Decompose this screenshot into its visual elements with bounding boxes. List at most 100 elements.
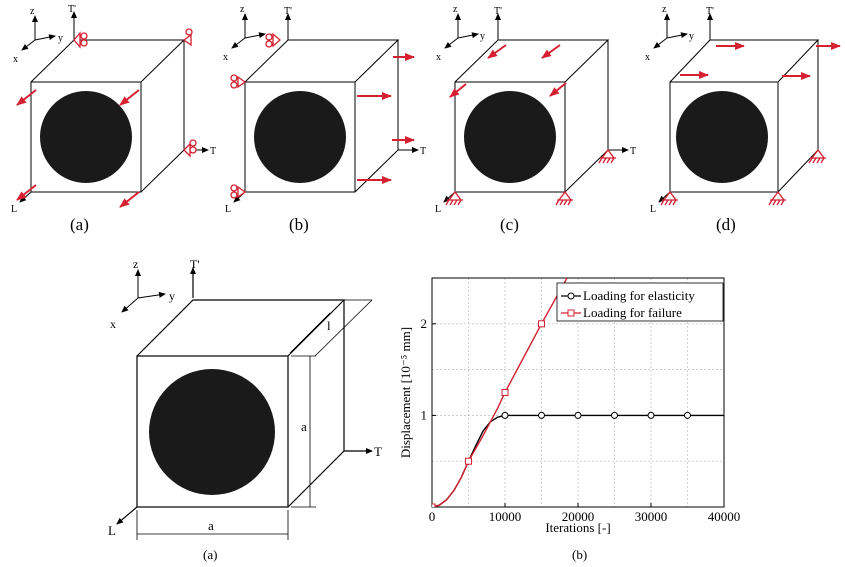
data-point <box>501 389 509 396</box>
pin-support-icon <box>445 148 616 206</box>
t-label: T <box>210 146 216 157</box>
roller-support-icon <box>73 28 197 158</box>
t-label: T <box>420 146 426 157</box>
y-label: y <box>58 33 63 44</box>
x-label: x <box>645 52 650 63</box>
fiber-circle <box>464 91 556 183</box>
displacement-chart: 0 10000 20000 30000 40000 12 Iterations [-] … <box>398 277 741 562</box>
y-label: y <box>480 31 485 42</box>
data-point <box>501 411 509 419</box>
dimension-a-side: a <box>301 419 307 434</box>
y-axis <box>457 32 479 39</box>
legend-label-failure: Loading for failure <box>583 305 682 320</box>
geometry-panel: z y x T' T L a a l (a) <box>108 257 382 562</box>
subfigure-caption: (b) <box>572 547 587 562</box>
tp-label: T' <box>190 257 200 271</box>
y-axis <box>137 291 166 299</box>
load-arrows <box>16 89 140 208</box>
fiber-circle <box>40 91 132 183</box>
y-tick-label: 2 <box>421 316 428 331</box>
z-label: z <box>662 4 667 15</box>
x-label: x <box>223 52 228 63</box>
l-label: L <box>650 204 656 215</box>
dimension-a-bottom: a <box>208 518 214 533</box>
l-label: L <box>108 523 116 538</box>
l-label: L <box>11 204 17 215</box>
x-label: x <box>436 52 441 63</box>
data-point <box>647 411 655 419</box>
dimension-l: l <box>327 318 331 333</box>
load-arrows <box>449 44 567 98</box>
axis-triad <box>444 13 479 49</box>
axis-triad <box>121 269 166 313</box>
axis-triad <box>653 13 688 49</box>
x-tick-label: 20000 <box>562 509 595 524</box>
x-axis <box>21 39 36 51</box>
dimension-lines <box>136 299 373 540</box>
fiber-circle <box>149 369 275 495</box>
load-arrow <box>119 191 140 208</box>
tp-label: T' <box>706 6 714 17</box>
legend-box <box>556 282 724 322</box>
panel-caption: (d) <box>716 215 736 234</box>
load-arrow <box>541 44 561 59</box>
load-arrow <box>16 89 37 106</box>
load-arrow <box>549 82 567 97</box>
series-1 <box>432 278 568 507</box>
panel-caption: (a) <box>70 215 89 234</box>
y-tick-label: 1 <box>421 407 428 422</box>
fiber-circle <box>676 91 768 183</box>
legend-marker-elasticity <box>567 292 575 300</box>
x-tick-label: 40000 <box>708 509 741 524</box>
x-label: x <box>110 317 116 331</box>
chart-series <box>432 278 724 507</box>
load-arrow <box>487 44 507 59</box>
y-axis-label: Displacement [10⁻⁵ mm] <box>398 327 413 458</box>
subfigure-caption: (a) <box>203 547 217 562</box>
z-label: z <box>133 257 138 271</box>
legend: Loading for elasticity Loading for failu… <box>556 282 724 322</box>
data-point <box>538 411 545 419</box>
load-arrows <box>357 53 415 184</box>
y-axis <box>34 34 56 41</box>
fiber-circle <box>254 91 346 183</box>
panel-b: z y x T' T L (b) <box>223 4 426 234</box>
x-tick-label: 0 <box>429 509 436 524</box>
load-arrow <box>449 83 467 98</box>
y-axis <box>666 32 688 39</box>
data-point <box>538 320 545 328</box>
l-label: L <box>225 204 231 215</box>
z-label: z <box>453 4 458 15</box>
x-axis <box>653 37 668 49</box>
tp-label: T' <box>68 4 76 15</box>
y-axis <box>244 32 266 39</box>
load-arrow <box>16 184 37 201</box>
z-label: z <box>240 4 245 15</box>
t-label: T <box>374 444 382 459</box>
x-tick-label: 10000 <box>489 509 522 524</box>
data-point <box>465 457 472 465</box>
y-label: y <box>169 289 175 303</box>
data-point <box>611 411 618 419</box>
data-point <box>684 411 691 419</box>
panel-caption: (b) <box>289 215 309 234</box>
x-axis-label: Iterations [-] <box>545 520 610 535</box>
panel-caption: (c) <box>500 215 519 234</box>
load-arrows <box>680 42 841 80</box>
x-axis <box>121 297 139 313</box>
legend-label-elasticity: Loading for elasticity <box>583 288 695 303</box>
x-axis <box>444 37 459 49</box>
tp-label: T' <box>494 6 502 17</box>
panel-a: z y x T' T L (a) <box>11 4 216 234</box>
data-point <box>432 503 436 507</box>
axis-triad <box>21 15 56 51</box>
x-label: x <box>13 54 18 65</box>
x-axis <box>231 37 246 49</box>
pin-support-icon <box>660 148 826 206</box>
tp-label: T' <box>284 6 292 17</box>
series-line <box>432 278 568 507</box>
z-label: z <box>30 6 35 17</box>
l-label: L <box>435 204 441 215</box>
load-arrow <box>119 89 140 106</box>
y-label: y <box>689 31 694 42</box>
